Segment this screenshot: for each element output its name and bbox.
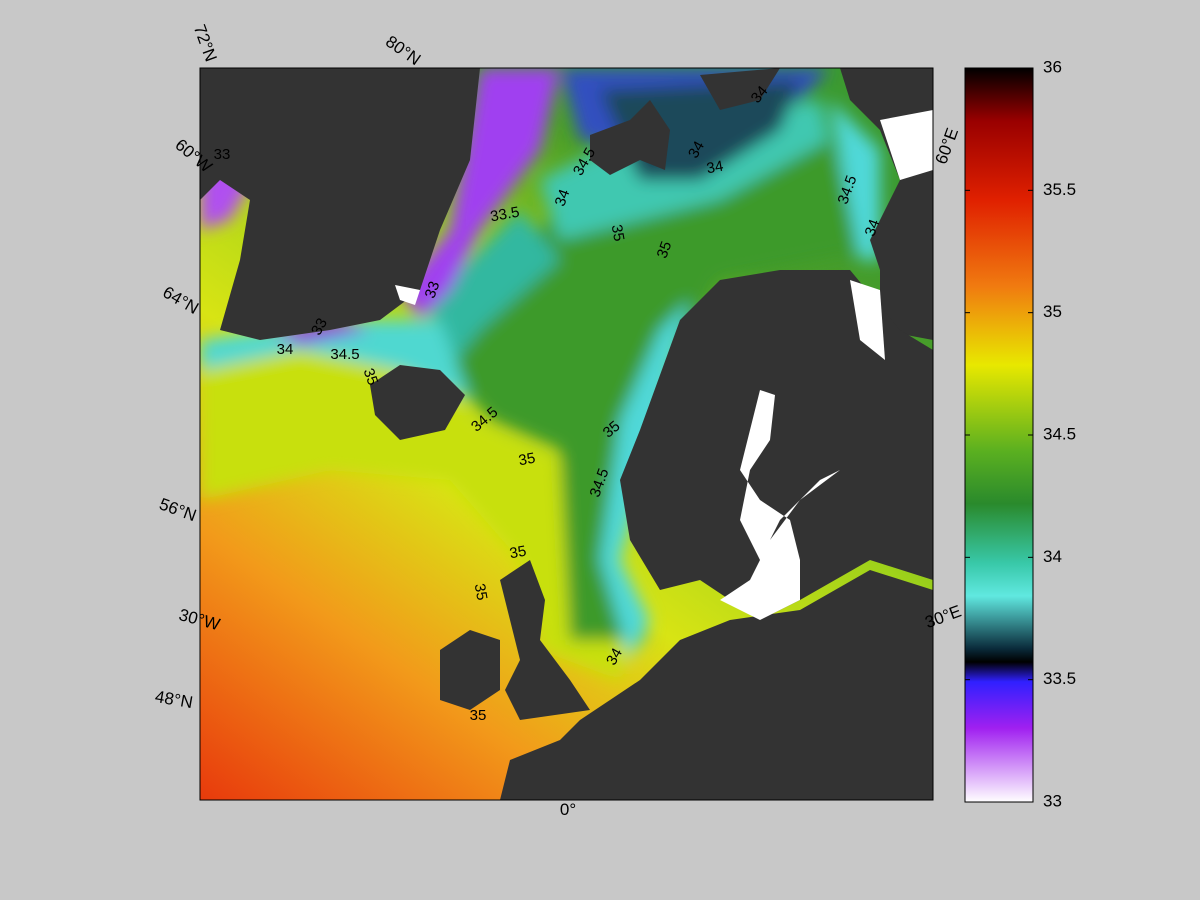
colorbar-tick-label: 35.5	[1043, 180, 1076, 199]
contour-label: 35	[608, 223, 628, 242]
graticule-label: 60°E	[932, 125, 963, 166]
contour-label: 34	[277, 341, 294, 358]
contour-label: 35	[360, 366, 382, 387]
colorbar-tick-label: 36	[1043, 57, 1062, 76]
colorbar-tick-label: 33	[1043, 791, 1062, 810]
contour-label: 34	[552, 187, 574, 208]
colorbar-gradient	[965, 728, 1033, 802]
colorbar-gradient	[965, 68, 1033, 728]
contour-label: 35	[471, 582, 491, 601]
graticule-label: 48°N	[154, 687, 195, 712]
land	[200, 68, 933, 800]
contour-label: 34	[705, 158, 724, 178]
contour-label: 34	[603, 645, 626, 668]
map-area	[200, 68, 933, 800]
contour-label: 34	[685, 138, 708, 161]
graticule-label: 80°N	[382, 32, 424, 69]
graticule-label: 56°N	[157, 494, 199, 525]
graticule-label: 0°	[560, 800, 576, 819]
colorbar-tick-label: 35	[1043, 302, 1062, 321]
contour-label: 33.5	[489, 204, 521, 226]
contour-label: 34.5	[330, 346, 359, 363]
contour-label: 33	[308, 315, 331, 338]
graticule-label: 72°N	[190, 22, 221, 64]
colorbar-tick-label: 34.5	[1043, 424, 1076, 443]
contour-label: 33	[422, 279, 444, 300]
graticule-label: 64°N	[160, 283, 202, 318]
contour-label: 35	[654, 239, 676, 260]
map-frame	[199, 67, 934, 801]
contour-label: 35	[517, 450, 536, 470]
contour-label: 35	[470, 707, 487, 724]
contour-label: 33	[214, 146, 231, 163]
contour-label: 34	[862, 217, 884, 238]
lakes	[395, 110, 933, 620]
colorbar-tick-label: 33.5	[1043, 669, 1076, 688]
contour-label: 35	[508, 543, 527, 563]
colorbar-tick-label: 34	[1043, 547, 1062, 566]
